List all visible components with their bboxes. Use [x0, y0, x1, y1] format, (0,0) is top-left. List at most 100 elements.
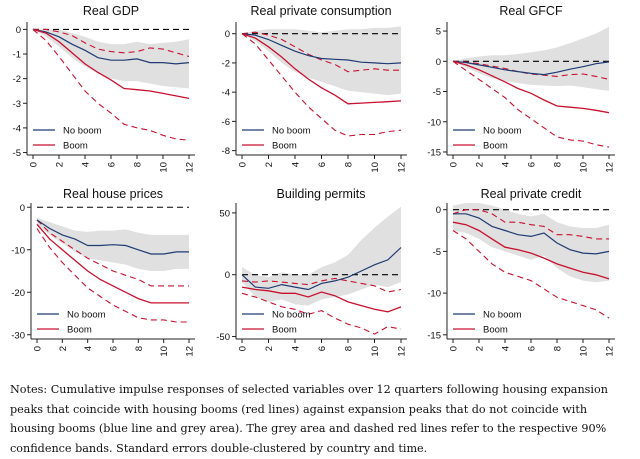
legend-no-boom-label: No boom [272, 310, 311, 321]
x-tick-label: 8 [344, 162, 355, 167]
chart-panel-3: Real GFCF 5 0 -5 -10 -15 0 2 4 6 8 10 12 No boom Boom [427, 4, 615, 173]
y-tick-label: -2 [222, 58, 230, 69]
no-boom-series-line [453, 213, 610, 255]
x-tick-label: 10 [579, 162, 590, 173]
chart-title: Real private consumption [250, 4, 391, 18]
y-tick-label: -5 [433, 247, 441, 258]
boom-ci-upper-line [241, 277, 402, 293]
x-tick-label: 8 [553, 346, 564, 351]
legend-boom-label: Boom [63, 141, 88, 152]
boom-ci-lower-line [241, 292, 402, 335]
chart-title: Real house prices [63, 187, 163, 201]
x-tick-label: 10 [579, 346, 590, 357]
x-tick-label: 4 [291, 162, 302, 167]
no-boom-confidence-band [242, 26, 401, 96]
x-tick-label: 12 [605, 346, 616, 357]
y-tick-label: -5 [433, 87, 441, 98]
boom-ci-lower-line [452, 230, 610, 319]
y-tick-label: -15 [427, 147, 441, 158]
no-boom-confidence-band [453, 26, 609, 91]
no-boom-series-line [241, 33, 402, 65]
x-tick-label: 10 [159, 346, 170, 357]
x-tick-label: 0 [29, 162, 40, 167]
y-tick-label: -5 [13, 148, 21, 159]
chart-panel-1: Real GDP 0 -1 -2 -3 -4 -5 0 2 4 6 8 10 12 No boom Boom [13, 4, 196, 173]
chart-panel-5: Building permits 50 0 -50 0 2 4 6 8 10 12 No boom Bo… [216, 187, 407, 357]
no-boom-series-line [32, 28, 190, 65]
y-tick-label: -8 [222, 146, 230, 157]
y-tick-label: 0 [436, 205, 441, 216]
y-tick-label: 5 [436, 27, 441, 38]
x-tick-label: 4 [81, 162, 92, 167]
x-tick-label: 2 [58, 346, 69, 351]
legend-boom-label: Boom [67, 325, 92, 336]
boom-series-line [36, 223, 189, 304]
y-tick-label: -10 [427, 117, 441, 128]
x-tick-label: 10 [370, 346, 381, 357]
legend-no-boom-label: No boom [63, 126, 102, 137]
chart-panel-2: Real private consumption 0 -2 -4 -6 -8 0 2 4 6 8 10… [222, 4, 408, 173]
y-tick-label: 0 [20, 203, 25, 214]
x-tick-label: 12 [185, 162, 196, 173]
chart-title: Real private credit [481, 187, 582, 201]
legend-no-boom-label: No boom [483, 126, 522, 137]
x-tick-label: 0 [238, 162, 249, 167]
boom-series-line [32, 28, 190, 100]
legend-no-boom-label: No boom [483, 310, 522, 321]
x-tick-label: 2 [264, 346, 275, 351]
x-tick-label: 10 [370, 162, 381, 173]
figure-panels: Real GDP 0 -1 -2 -3 -4 -5 0 2 4 6 8 10 12 No boom Boom R… [11, 4, 616, 357]
y-tick-label: -6 [222, 117, 230, 128]
x-tick-label: 2 [55, 162, 66, 167]
x-tick-label: 2 [475, 346, 486, 351]
x-tick-label: 8 [344, 346, 355, 351]
no-boom-series-line [241, 247, 402, 291]
boom-ci-upper-line [452, 209, 609, 240]
boom-ci-lower-line [452, 60, 610, 148]
chart-title: Real GDP [83, 4, 139, 18]
y-tick-label: 0 [16, 25, 21, 36]
boom-series-line [452, 60, 610, 114]
chart-panel-4: Real house prices 0 -10 -20 -30 0 2 4 6 8 10 12 No b… [11, 187, 195, 357]
x-tick-label: 0 [449, 346, 460, 351]
x-tick-label: 4 [501, 162, 512, 167]
no-boom-series-line [452, 60, 610, 76]
legend-boom-label: Boom [272, 141, 297, 152]
x-tick-label: 2 [475, 162, 486, 167]
chart-title: Real GFCF [499, 4, 563, 18]
y-tick-label: 50 [219, 208, 230, 219]
y-tick-label: -10 [427, 289, 441, 300]
x-tick-label: 8 [133, 162, 144, 167]
y-tick-label: 0 [225, 29, 230, 40]
y-tick-label: 0 [225, 270, 230, 281]
y-tick-label: -15 [427, 330, 441, 341]
x-tick-label: 6 [527, 162, 538, 167]
legend-no-boom-label: No boom [272, 126, 311, 137]
boom-ci-upper-line [33, 28, 190, 58]
boom-series-line [452, 221, 610, 280]
y-tick-label: -20 [11, 288, 25, 299]
y-tick-label: -4 [13, 123, 21, 134]
boom-ci-upper-line [241, 31, 401, 73]
x-tick-label: 6 [109, 346, 120, 351]
x-tick-label: 2 [264, 162, 275, 167]
x-tick-label: 10 [159, 162, 170, 173]
figure-notes: Notes: Cumulative impulse responses of s… [10, 383, 608, 455]
y-tick-label: -50 [216, 332, 230, 343]
x-tick-label: 12 [397, 346, 408, 357]
x-tick-label: 4 [83, 346, 94, 351]
legend-boom-label: Boom [483, 141, 508, 152]
boom-ci-lower-line [36, 228, 189, 323]
y-tick-label: -2 [13, 74, 21, 85]
x-tick-label: 6 [107, 162, 118, 167]
x-tick-label: 12 [397, 162, 408, 173]
legend-boom-label: Boom [483, 325, 508, 336]
chart-title: Building permits [277, 187, 366, 201]
x-tick-label: 12 [185, 346, 196, 357]
x-tick-label: 6 [317, 162, 328, 167]
x-tick-label: 12 [605, 162, 616, 173]
boom-ci-upper-line [36, 219, 189, 287]
boom-series-line [241, 286, 402, 313]
boom-series-line [241, 33, 402, 105]
